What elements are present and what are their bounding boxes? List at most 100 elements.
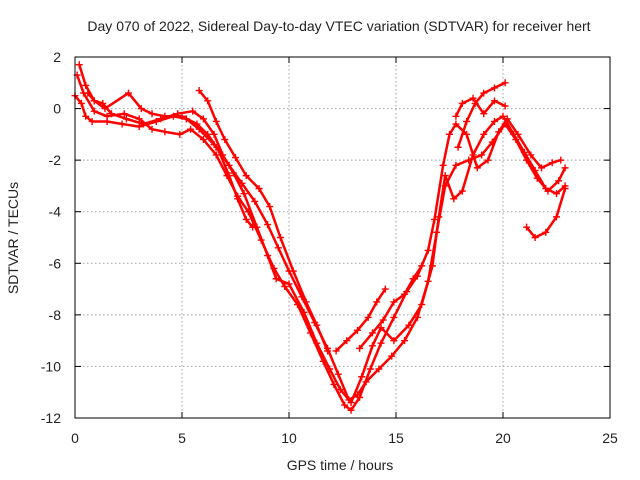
- series-line: [454, 97, 507, 118]
- data-point: [353, 326, 361, 334]
- data-point: [553, 213, 560, 221]
- data-point: [390, 298, 398, 306]
- data-point: [212, 117, 220, 125]
- data-point: [264, 221, 272, 229]
- chart-title: Day 070 of 2022, Sidereal Day-to-day VTE…: [87, 18, 590, 34]
- data-point: [84, 89, 92, 97]
- data-point: [390, 337, 398, 345]
- data-point: [107, 110, 115, 118]
- data-point: [324, 347, 332, 355]
- series-satellite-arc-4: [84, 89, 257, 231]
- data-point: [458, 187, 466, 195]
- data-point: [557, 156, 565, 164]
- data-point: [125, 89, 132, 97]
- data-point: [234, 195, 242, 203]
- data-point: [289, 267, 297, 275]
- data-point: [118, 120, 126, 128]
- data-point: [347, 399, 355, 407]
- y-axis-label: SDTVAR / TECUs: [5, 182, 21, 294]
- data-point: [148, 125, 156, 133]
- data-point: [225, 172, 233, 180]
- data-point: [229, 169, 237, 177]
- data-point: [343, 337, 351, 345]
- data-point: [281, 282, 289, 290]
- data-point: [463, 117, 471, 125]
- data-point: [405, 321, 413, 329]
- data-point: [264, 252, 272, 260]
- data-point: [458, 99, 466, 107]
- data-point: [276, 234, 284, 241]
- data-point: [390, 313, 398, 321]
- data-point: [452, 112, 460, 120]
- data-point: [90, 107, 98, 115]
- data-point: [401, 337, 409, 345]
- plot-frame: [74, 56, 611, 419]
- data-point: [364, 313, 372, 321]
- data-point: [103, 112, 111, 120]
- data-point: [212, 151, 220, 159]
- y-tick-label: -12: [41, 410, 61, 426]
- x-tick-label: 25: [602, 430, 618, 446]
- data-point: [424, 246, 432, 254]
- data-point: [358, 373, 366, 381]
- data-point: [101, 105, 109, 113]
- series-satellite-arc-1: [71, 92, 569, 404]
- data-point: [82, 81, 90, 89]
- data-point: [285, 280, 293, 288]
- series-satellite-arc-8: [454, 79, 509, 151]
- data-point: [555, 177, 563, 185]
- data-point: [330, 380, 338, 388]
- data-points: [71, 61, 569, 414]
- data-point: [75, 61, 83, 69]
- y-tick-label: -6: [49, 255, 62, 271]
- data-point: [542, 185, 550, 193]
- data-point: [255, 185, 263, 193]
- data-point: [381, 285, 389, 293]
- data-point: [356, 344, 364, 352]
- data-point: [450, 195, 458, 203]
- series-line: [456, 81, 507, 149]
- x-tick-label: 0: [71, 430, 79, 446]
- x-tick-label: 20: [495, 430, 511, 446]
- data-point: [195, 87, 203, 95]
- x-tick-label: 10: [281, 430, 297, 446]
- data-point: [452, 120, 460, 128]
- data-point: [274, 244, 282, 252]
- data-point: [409, 275, 417, 283]
- data-point: [388, 352, 396, 360]
- y-tick-label: 0: [53, 101, 61, 117]
- data-point: [300, 308, 308, 316]
- data-point: [135, 123, 143, 131]
- data-point: [480, 130, 488, 138]
- data-point: [193, 120, 201, 128]
- y-tick-label: -8: [49, 307, 62, 323]
- data-point: [334, 370, 342, 378]
- data-point: [473, 164, 481, 172]
- series-satellite-arc-7: [356, 262, 426, 352]
- data-point: [341, 401, 349, 409]
- data-point: [463, 130, 471, 138]
- data-point: [204, 97, 212, 105]
- data-point: [187, 125, 195, 133]
- data-point: [368, 329, 376, 337]
- data-point: [135, 115, 143, 123]
- data-point: [527, 151, 535, 159]
- data-point: [82, 112, 90, 120]
- data-point: [499, 112, 507, 120]
- data-point: [347, 406, 355, 414]
- data-point: [561, 164, 569, 172]
- data-point: [272, 275, 280, 283]
- data-point: [366, 365, 374, 373]
- y-tick-label: -2: [49, 152, 62, 168]
- x-tick-label: 15: [388, 430, 404, 446]
- data-point: [441, 172, 449, 180]
- data-point: [454, 143, 462, 151]
- x-axis-label: GPS time / hours: [287, 457, 394, 473]
- data-point: [490, 84, 498, 92]
- data-point: [178, 112, 186, 120]
- data-point: [161, 112, 169, 120]
- data-point: [469, 151, 477, 159]
- data-point: [266, 203, 274, 211]
